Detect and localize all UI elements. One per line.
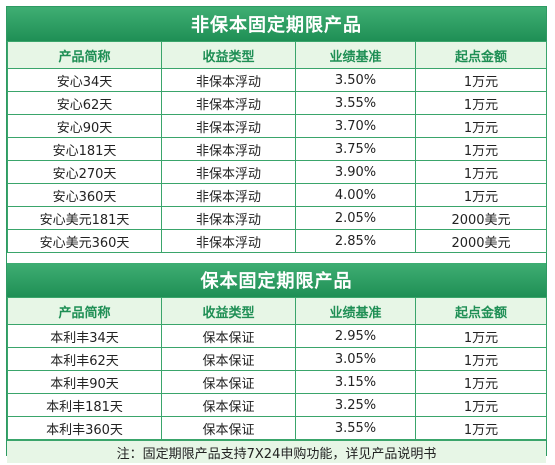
table-row: 安心90天 非保本浮动 3.70% 1万元 <box>7 114 547 138</box>
cell-product-name: 安心美元181天 <box>7 206 162 230</box>
table-row: 本利丰34天 保本保证 2.95% 1万元 <box>7 324 547 348</box>
products-panel: 非保本固定期限产品 产品简称 收益类型 业绩基准 起点金额 安心34天 非保本浮动… <box>6 6 547 463</box>
cell-benchmark: 2.95% <box>295 324 416 348</box>
table-row: 本利丰181天 保本保证 3.25% 1万元 <box>7 393 547 417</box>
section-title-non-guaranteed: 非保本固定期限产品 <box>7 7 546 41</box>
cell-return-type: 保本保证 <box>161 370 296 394</box>
cell-product-name: 本利丰90天 <box>7 370 162 394</box>
cell-min-amount: 2000美元 <box>415 229 547 253</box>
cell-return-type: 保本保证 <box>161 416 296 440</box>
cell-benchmark: 3.15% <box>295 370 416 394</box>
cell-product-name: 安心360天 <box>7 183 162 207</box>
table-row: 安心美元360天 非保本浮动 2.85% 2000美元 <box>7 229 547 253</box>
header-product-name: 产品简称 <box>7 41 162 69</box>
guaranteed-table: 产品简称 收益类型 业绩基准 起点金额 本利丰34天 保本保证 2.95% 1万元 本利… <box>7 297 547 440</box>
cell-min-amount: 1万元 <box>415 416 547 440</box>
cell-benchmark: 3.90% <box>295 160 416 184</box>
cell-return-type: 非保本浮动 <box>161 229 296 253</box>
cell-product-name: 安心90天 <box>7 114 162 138</box>
cell-product-name: 本利丰34天 <box>7 324 162 348</box>
table-row: 安心360天 非保本浮动 4.00% 1万元 <box>7 183 547 207</box>
header-min-amount: 起点金额 <box>415 297 547 325</box>
cell-benchmark: 4.00% <box>295 183 416 207</box>
cell-product-name: 安心181天 <box>7 137 162 161</box>
table-row: 本利丰62天 保本保证 3.05% 1万元 <box>7 347 547 371</box>
cell-benchmark: 3.55% <box>295 416 416 440</box>
cell-min-amount: 1万元 <box>415 347 547 371</box>
header-return-type: 收益类型 <box>161 41 296 69</box>
cell-benchmark: 3.25% <box>295 393 416 417</box>
header-return-type: 收益类型 <box>161 297 296 325</box>
table-row: 安心181天 非保本浮动 3.75% 1万元 <box>7 137 547 161</box>
cell-min-amount: 1万元 <box>415 324 547 348</box>
cell-product-name: 安心270天 <box>7 160 162 184</box>
cell-min-amount: 1万元 <box>415 183 547 207</box>
cell-return-type: 非保本浮动 <box>161 91 296 115</box>
non-guaranteed-rows: 安心34天 非保本浮动 3.50% 1万元 安心62天 非保本浮动 3.55% 1万元 安心90… <box>7 68 547 253</box>
cell-min-amount: 1万元 <box>415 68 547 92</box>
cell-benchmark: 3.50% <box>295 68 416 92</box>
footnote: 注：固定期限产品支持7X24申购功能，详见产品说明书 <box>7 440 546 463</box>
header-benchmark: 业绩基准 <box>295 41 416 69</box>
cell-benchmark: 3.55% <box>295 91 416 115</box>
header-benchmark: 业绩基准 <box>295 297 416 325</box>
cell-benchmark: 3.70% <box>295 114 416 138</box>
cell-min-amount: 1万元 <box>415 160 547 184</box>
cell-return-type: 非保本浮动 <box>161 160 296 184</box>
guaranteed-rows: 本利丰34天 保本保证 2.95% 1万元 本利丰62天 保本保证 3.05% 1万元 本利丰9… <box>7 324 547 440</box>
cell-min-amount: 1万元 <box>415 91 547 115</box>
cell-return-type: 保本保证 <box>161 347 296 371</box>
cell-product-name: 本利丰181天 <box>7 393 162 417</box>
cell-return-type: 非保本浮动 <box>161 68 296 92</box>
cell-min-amount: 1万元 <box>415 137 547 161</box>
table-row: 安心34天 非保本浮动 3.50% 1万元 <box>7 68 547 92</box>
cell-return-type: 非保本浮动 <box>161 183 296 207</box>
cell-product-name: 安心美元360天 <box>7 229 162 253</box>
cell-benchmark: 2.85% <box>295 229 416 253</box>
table-row: 安心270天 非保本浮动 3.90% 1万元 <box>7 160 547 184</box>
cell-min-amount: 1万元 <box>415 393 547 417</box>
table-row: 安心美元181天 非保本浮动 2.05% 2000美元 <box>7 206 547 230</box>
table-header-row: 产品简称 收益类型 业绩基准 起点金额 <box>7 297 547 325</box>
header-min-amount: 起点金额 <box>415 41 547 69</box>
cell-product-name: 安心62天 <box>7 91 162 115</box>
cell-return-type: 非保本浮动 <box>161 137 296 161</box>
cell-product-name: 本利丰360天 <box>7 416 162 440</box>
cell-benchmark: 3.75% <box>295 137 416 161</box>
cell-product-name: 安心34天 <box>7 68 162 92</box>
table-row: 本利丰90天 保本保证 3.15% 1万元 <box>7 370 547 394</box>
cell-benchmark: 2.05% <box>295 206 416 230</box>
header-product-name: 产品简称 <box>7 297 162 325</box>
cell-min-amount: 2000美元 <box>415 206 547 230</box>
cell-min-amount: 1万元 <box>415 370 547 394</box>
cell-return-type: 保本保证 <box>161 324 296 348</box>
table-row: 本利丰360天 保本保证 3.55% 1万元 <box>7 416 547 440</box>
table-header-row: 产品简称 收益类型 业绩基准 起点金额 <box>7 41 547 69</box>
table-row: 安心62天 非保本浮动 3.55% 1万元 <box>7 91 547 115</box>
cell-min-amount: 1万元 <box>415 114 547 138</box>
cell-product-name: 本利丰62天 <box>7 347 162 371</box>
section-gap <box>7 253 546 263</box>
cell-return-type: 保本保证 <box>161 393 296 417</box>
cell-return-type: 非保本浮动 <box>161 206 296 230</box>
section-title-guaranteed: 保本固定期限产品 <box>7 263 546 297</box>
cell-return-type: 非保本浮动 <box>161 114 296 138</box>
cell-benchmark: 3.05% <box>295 347 416 371</box>
non-guaranteed-table: 产品简称 收益类型 业绩基准 起点金额 安心34天 非保本浮动 3.50% 1万元 安心… <box>7 41 547 253</box>
